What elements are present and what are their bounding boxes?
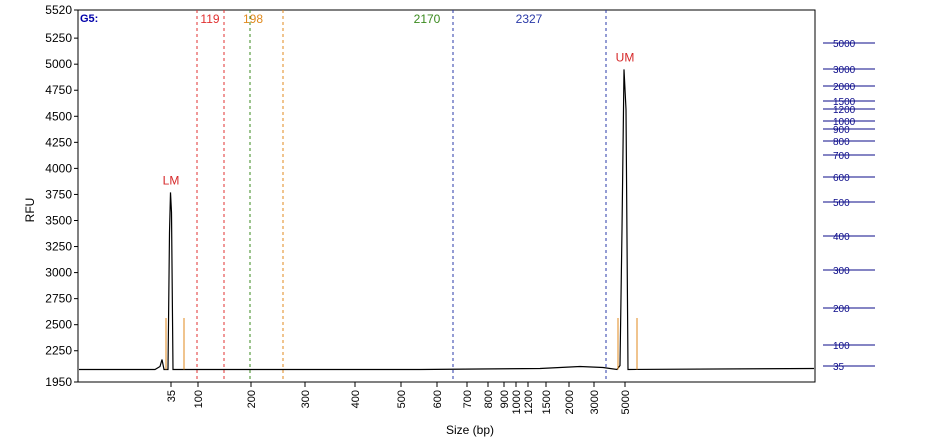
- x-tick-label: 5000: [620, 390, 632, 414]
- x-tick-label: 2000: [564, 390, 576, 414]
- x-tick-label: 1500: [541, 390, 553, 414]
- trace-line: [79, 69, 815, 371]
- x-tick-label: 200: [246, 390, 258, 408]
- y-tick-label: 1950: [45, 375, 72, 389]
- marker-labels: LM UM: [163, 50, 635, 187]
- x-tick-label: 35: [166, 390, 178, 402]
- y-tick-label: 4000: [45, 161, 72, 175]
- y-axis-label: RFU: [23, 198, 37, 223]
- region-label: 2170: [414, 12, 441, 26]
- region-lines: 119 198 2170 2327: [196, 10, 607, 382]
- y-tick-label: 3750: [45, 187, 72, 201]
- y-tick-label: 2250: [45, 344, 72, 358]
- ladder-tick-label: 500: [833, 198, 850, 209]
- region-label: 198: [243, 12, 263, 26]
- ladder-tick-label: 1500: [833, 97, 856, 108]
- y-tick-label: 5000: [45, 57, 72, 71]
- y-tick-label: 3000: [45, 266, 72, 280]
- ladder-tick-label: 5000: [833, 39, 856, 50]
- y-tick-label: 5520: [45, 3, 72, 17]
- y-tick-label: 3500: [45, 213, 72, 227]
- x-axis-label: Size (bp): [446, 423, 494, 437]
- size-ladder-axis: 35 100 200 300 400 500 600 700 80090010001200150…: [823, 39, 875, 373]
- plot-area: [77, 9, 816, 383]
- x-axis: 35 100 200 300 400 500 600 700 800 900 1000 1200 150…: [166, 382, 632, 414]
- ladder-tick-label: 400: [833, 232, 850, 243]
- ladder-tick-label: 100: [833, 341, 850, 352]
- x-tick-label: 1000: [511, 390, 523, 414]
- ladder-tick-label: 2000: [833, 82, 856, 93]
- marker-label: UM: [616, 50, 635, 64]
- ladder-tick-label: 200: [833, 304, 850, 315]
- x-tick-label: 100: [193, 390, 205, 408]
- x-tick-label: 400: [350, 390, 362, 408]
- ladder-tick-label: 1000: [833, 117, 856, 128]
- x-tick-label: 500: [396, 390, 408, 408]
- y-tick-label: 2750: [45, 292, 72, 306]
- ladder-tick-label: 600: [833, 173, 850, 184]
- y-axis: 1950 2250 2500 2750 3000 3250 3500 3750 4000 4250…: [45, 3, 78, 389]
- y-tick-label: 4750: [45, 83, 72, 97]
- region-label: 119: [200, 12, 219, 26]
- ladder-tick-label: 3000: [833, 65, 856, 76]
- marker-label: LM: [163, 173, 180, 187]
- region-label: 2327: [516, 12, 543, 26]
- ladder-tick-label: 35: [833, 362, 845, 373]
- x-tick-label: 300: [300, 390, 312, 408]
- corner-label: G5:: [80, 13, 98, 25]
- ladder-tick-label: 1200: [833, 105, 856, 116]
- x-tick-label: 900: [499, 390, 511, 408]
- ladder-tick-label: 700: [833, 151, 850, 162]
- x-tick-label: 3000: [589, 390, 601, 414]
- ladder-tick-label: 900: [833, 125, 850, 136]
- ladder-tick-label: 300: [833, 266, 850, 277]
- y-tick-label: 3250: [45, 240, 72, 254]
- x-tick-label: 600: [432, 390, 444, 408]
- y-tick-label: 4500: [45, 109, 72, 123]
- y-tick-label: 2500: [45, 318, 72, 332]
- trace-layer: [79, 69, 815, 371]
- ladder-tick-label: 800: [833, 137, 850, 148]
- x-tick-label: 800: [483, 390, 495, 408]
- y-tick-label: 5250: [45, 31, 72, 45]
- x-tick-label: 1200: [523, 390, 535, 414]
- x-tick-label: 700: [462, 390, 474, 408]
- y-tick-label: 4250: [45, 135, 72, 149]
